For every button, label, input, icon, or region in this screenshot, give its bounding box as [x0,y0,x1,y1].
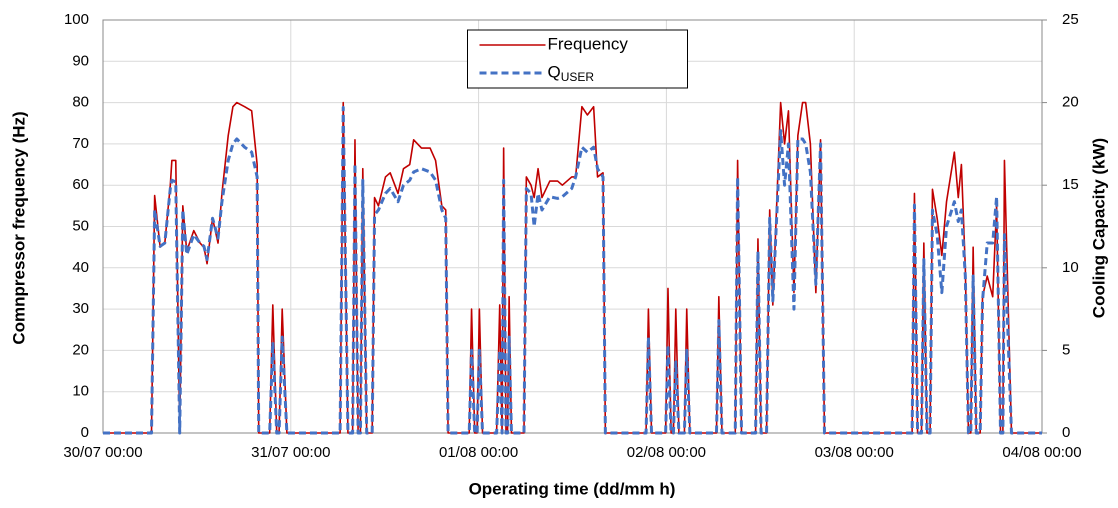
y-tick-label: 90 [72,52,89,69]
y-tick-label: 30 [72,300,89,317]
y-axis-title: Comnpressor frequency (Hz) [9,111,28,344]
x-tick-label: 30/07 00:00 [63,444,142,461]
x-tick-label: 02/08 00:00 [627,444,706,461]
y-tick-label: 10 [72,383,89,400]
y2-tick-label: 20 [1062,94,1079,111]
y-tick-label: 80 [72,94,89,111]
series-line [103,106,1042,435]
plot-frame [102,19,1043,434]
y-tick-label: 100 [64,11,89,28]
y2-tick-label: 15 [1062,176,1079,193]
y-tick-label: 60 [72,176,89,193]
x-tick-label: 31/07 00:00 [251,444,330,461]
x-tick-label: 04/08 00:00 [1002,444,1081,461]
y2-tick-label: 25 [1062,11,1079,28]
y2-tick-label: 0 [1062,424,1070,441]
legend-label: Frequency [548,34,629,53]
x-tick-label: 01/08 00:00 [439,444,518,461]
y2-tick-label: 10 [1062,259,1079,276]
x-axis-title: Operating time (dd/mm h) [469,479,676,498]
x-tick-label: 03/08 00:00 [815,444,894,461]
y-tick-label: 0 [81,424,89,441]
y-tick-label: 50 [72,217,89,234]
y-tick-label: 40 [72,259,89,276]
y2-tick-label: 5 [1062,341,1070,358]
legend-box [467,29,688,89]
y-tick-label: 20 [72,341,89,358]
y2-axis-title: Cooling Capacity (kW) [1089,138,1108,318]
y-tick-label: 70 [72,135,89,152]
